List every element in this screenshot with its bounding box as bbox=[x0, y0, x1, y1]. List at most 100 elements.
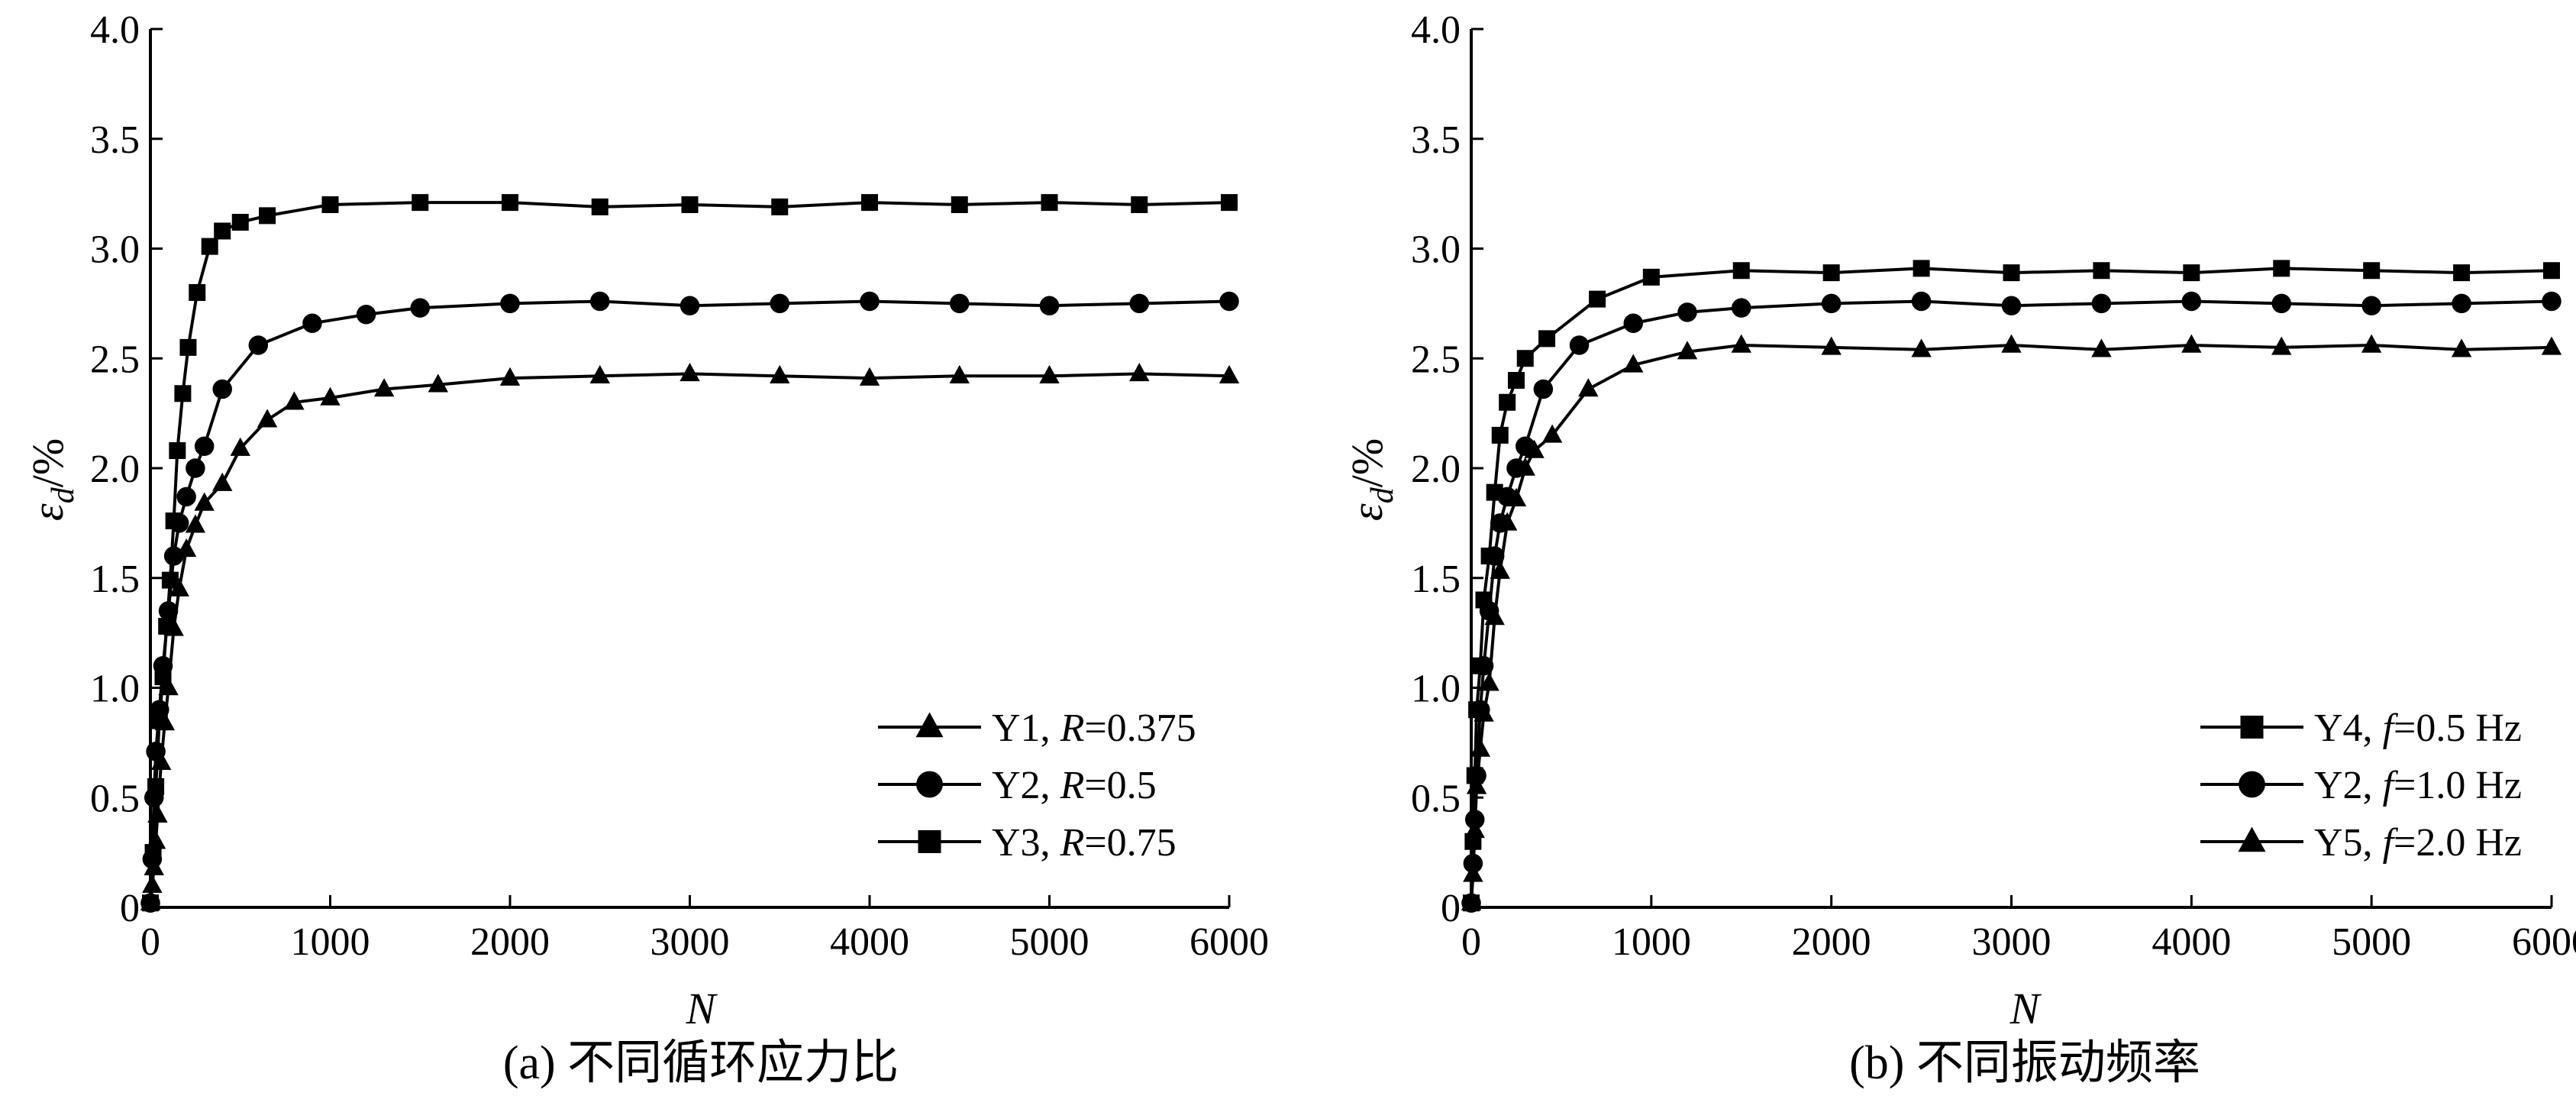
panel-a-series-1-point bbox=[428, 373, 448, 393]
panel-a-series-1-point bbox=[169, 577, 189, 596]
panel-a-series-2-point bbox=[680, 296, 700, 316]
legend-label-prefix: Y5, bbox=[2314, 821, 2383, 865]
panel-a-series-3-point bbox=[259, 207, 276, 225]
panel-b-series-1-point bbox=[1516, 350, 1534, 367]
panel-a-series-1-point bbox=[257, 409, 278, 428]
panel-b-series-3-point bbox=[2181, 334, 2202, 353]
panel-b-series-3-point bbox=[1464, 820, 1485, 839]
panel-a-x-tick-label: 3000 bbox=[650, 920, 730, 964]
panel-a-series-2-point bbox=[1219, 291, 1239, 312]
panel-b-y-axis-symbol: ε bbox=[1342, 503, 1392, 521]
panel-b-series-2-point bbox=[2181, 291, 2202, 312]
panel-a-series-2-point bbox=[949, 293, 970, 314]
panel-b-x-tick-label: 3000 bbox=[1972, 920, 2051, 964]
panel-b-series-3-point bbox=[1541, 424, 1563, 443]
panel-a-series-3-point bbox=[951, 196, 968, 213]
panel-b-y-tick-label: 2.0 bbox=[1411, 448, 1461, 491]
panel-a-series-3-point bbox=[321, 196, 339, 213]
panel-b-series-2-point bbox=[2452, 293, 2471, 314]
legend-label-symbol: R bbox=[1060, 706, 1085, 750]
panel-a-series-2-point bbox=[163, 546, 184, 566]
panel-a-x-tick-label: 0 bbox=[140, 920, 160, 964]
panel-b-series-3-point bbox=[1461, 891, 1482, 910]
panel-b-series-2-point bbox=[1474, 655, 1494, 676]
panel-a-series-3-point bbox=[147, 778, 165, 795]
panel-a-series-2-point bbox=[770, 293, 790, 314]
panel-b-series-2-point bbox=[1911, 291, 1932, 312]
panel-a-series-3-point bbox=[231, 214, 249, 231]
panel-a-y-axis-subscript: d bbox=[46, 487, 81, 503]
panel-b-y-tick-label: 2.5 bbox=[1411, 338, 1461, 381]
panel-a-series-1-point bbox=[770, 364, 790, 383]
legend-label-value: =0.5 Hz bbox=[2394, 706, 2522, 750]
panel-a-series-3-point bbox=[1041, 194, 1058, 212]
panel-b-y-tick-label: 1.5 bbox=[1411, 558, 1461, 601]
panel-b-legend-3-marker bbox=[2238, 826, 2266, 852]
panel-b-caption: (b) 不同振动频率 bbox=[1849, 1037, 2200, 1089]
panel-b-x-tick-label: 2000 bbox=[1792, 920, 1871, 964]
panel-a-x-tick-label: 1000 bbox=[291, 920, 370, 964]
panel-b-series-3-point bbox=[2451, 338, 2472, 357]
panel-a-y-tick-label: 3.5 bbox=[90, 118, 140, 162]
legend-label-value: =0.75 bbox=[1084, 821, 1176, 865]
panel-a-series-3-point bbox=[502, 194, 518, 212]
panel-b-x-tick-label: 6000 bbox=[2512, 920, 2576, 964]
panel-a: 0 0.5 1.0 1.5 2.0 2.5 3.0 3.5 4.0 0 1000 2000 3000 40… bbox=[23, 8, 1269, 1089]
panel-a-series-2-point bbox=[248, 335, 269, 355]
panel-b-series-3-point bbox=[1484, 606, 1505, 626]
panel-a-series-3-point bbox=[154, 668, 172, 686]
panel-a-series-2-point bbox=[500, 293, 520, 314]
panel-b-series-1-point bbox=[1538, 330, 1556, 348]
panel-a-legend-3-label: Y3, R=0.75 bbox=[992, 821, 1177, 865]
panel-a-series-1-point bbox=[194, 492, 215, 511]
panel-b-series-3-point bbox=[1524, 439, 1545, 458]
panel-a-y-tick-label: 3.0 bbox=[90, 228, 140, 272]
legend-label-value: =2.0 Hz bbox=[2394, 821, 2522, 865]
panel-b-x-tick-label: 4000 bbox=[2152, 920, 2231, 964]
panel-a-y-tick-label: 1.0 bbox=[90, 668, 140, 711]
panel-a-series-1-point bbox=[320, 386, 341, 406]
panel-b-series-2-point bbox=[1623, 313, 1644, 334]
panel-a-y-tick-label: 0.5 bbox=[90, 777, 140, 820]
panel-a-y-axis-unit: /% bbox=[23, 438, 73, 487]
panel-b-series-3-point bbox=[1490, 560, 1510, 579]
panel-a-series-3-point bbox=[189, 284, 206, 301]
legend-label-value: =0.375 bbox=[1084, 706, 1196, 750]
legend-label-prefix: Y2, bbox=[992, 764, 1060, 807]
panel-a-series-2-point bbox=[146, 742, 166, 761]
panel-b-series bbox=[1461, 260, 2562, 913]
panel-a-series-2-point bbox=[589, 291, 610, 312]
panel-b-y-tick-label: 1.0 bbox=[1411, 668, 1461, 711]
panel-a-series-3-point bbox=[174, 385, 192, 403]
panel-b-y-axis-unit: /% bbox=[1342, 438, 1392, 487]
panel-a-series-2-point bbox=[212, 379, 232, 399]
panel-b-y-tick-label: 4.0 bbox=[1411, 8, 1461, 52]
panel-a-series-3-point bbox=[1131, 196, 1148, 213]
panel-a-series-3-point bbox=[150, 712, 168, 729]
panel-a-legend-3-marker bbox=[918, 830, 941, 853]
panel-b-series-3-point bbox=[1470, 738, 1490, 757]
legend-label-value: =0.5 bbox=[1084, 764, 1156, 807]
panel-a-series-1-point bbox=[212, 472, 233, 491]
panel-b-series-3-point bbox=[1463, 863, 1483, 882]
panel-b-series-1-point bbox=[1642, 268, 1660, 286]
panel-b-legend-3-label: Y5, f=2.0 Hz bbox=[2314, 821, 2522, 865]
panel-a-y-axis-symbol: ε bbox=[23, 503, 73, 521]
panel-b-series-1-point bbox=[1732, 262, 1750, 280]
panel-b-series-2-point bbox=[1569, 335, 1590, 355]
panel-a-series-1-point bbox=[1219, 364, 1240, 383]
panel-b-series-3-point bbox=[2361, 334, 2382, 353]
panel-b-series-3-point bbox=[1506, 487, 1527, 506]
panel-b-x-tick-label: 0 bbox=[1461, 920, 1481, 964]
panel-b-series-3-point bbox=[1911, 338, 1932, 357]
panel-b-axes: 0 0.5 1.0 1.5 2.0 2.5 3.0 3.5 4.0 0 1000 2000 3000 40… bbox=[1411, 8, 2576, 964]
panel-b-series-1-point bbox=[1499, 393, 1516, 411]
panel-b-legend-2-marker bbox=[2239, 771, 2265, 798]
panel-b-y-tick-label: 0.5 bbox=[1411, 777, 1461, 820]
panel-b-series-1-point bbox=[1913, 260, 1930, 277]
panel-a-x-tick-label: 2000 bbox=[470, 920, 550, 964]
panel-b-y-tick-label: 3.5 bbox=[1411, 118, 1461, 162]
panel-a-series-2-point bbox=[410, 298, 431, 318]
